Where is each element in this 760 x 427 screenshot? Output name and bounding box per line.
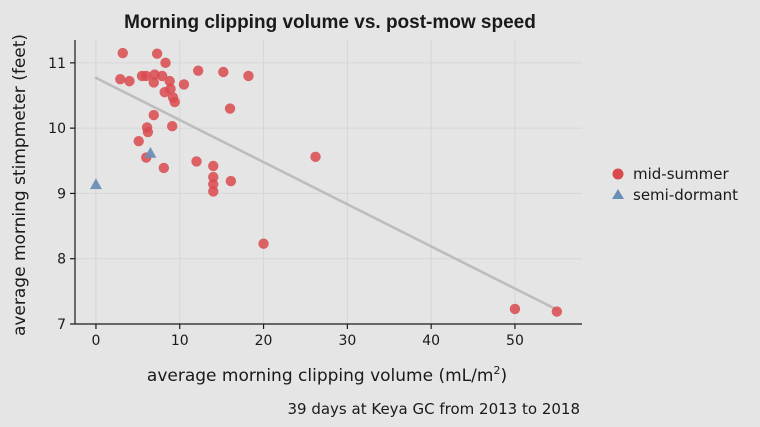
- point-semi-dormant: [144, 146, 157, 158]
- point-mid-summer: [551, 306, 563, 317]
- x-tick-label: 0: [91, 333, 100, 349]
- y-tick-label: 11: [48, 56, 66, 72]
- trend-line: [94, 76, 559, 311]
- point-mid-summer: [225, 175, 237, 187]
- point-mid-summer: [192, 65, 204, 76]
- point-mid-summer: [191, 156, 202, 167]
- point-mid-summer: [208, 171, 219, 183]
- point-mid-summer: [148, 109, 159, 121]
- trend-line-group: [94, 76, 559, 311]
- data-points: [89, 47, 563, 317]
- y-tick-label: 10: [48, 121, 66, 137]
- legend-marker-mid-summer: [612, 168, 624, 180]
- point-mid-summer: [310, 151, 321, 163]
- y-axis-title: average morning stimpmeter (feet): [10, 34, 30, 336]
- chart-caption: 39 days at Keya GC from 2013 to 2018: [287, 400, 580, 418]
- point-mid-summer: [117, 47, 128, 59]
- point-mid-summer: [208, 179, 219, 190]
- x-tick-label: 40: [422, 333, 440, 349]
- point-mid-summer: [178, 79, 190, 90]
- point-mid-summer: [208, 186, 219, 197]
- point-mid-summer: [115, 73, 126, 85]
- point-mid-summer: [156, 70, 168, 82]
- x-tick-label: 30: [338, 333, 356, 349]
- x-axis-title: average morning clipping volume (mL/m2): [147, 364, 507, 386]
- chart-title: Morning clipping volume vs. post-mow spe…: [124, 12, 536, 33]
- x-axis-title-text: average morning clipping volume (mL/m: [147, 366, 494, 386]
- x-tick-label: 10: [171, 333, 189, 349]
- point-mid-summer: [218, 66, 229, 78]
- x-tick-label: 20: [255, 333, 273, 349]
- point-mid-summer: [169, 96, 180, 108]
- point-mid-summer: [142, 126, 154, 138]
- point-mid-summer: [243, 70, 254, 82]
- point-mid-summer: [158, 162, 170, 174]
- y-tick-label: 7: [57, 317, 66, 333]
- legend-label-mid-summer: mid-summer: [633, 165, 729, 183]
- x-axis-title-superscript: 2: [493, 364, 500, 377]
- legend-label-semi-dormant: semi-dormant: [633, 186, 738, 204]
- axes: 0 10 20 30 40 50 7 8 9 10 11: [48, 40, 582, 349]
- legend-marker-semi-dormant: [612, 189, 624, 199]
- point-mid-summer: [151, 48, 163, 59]
- point-mid-summer: [224, 103, 236, 114]
- point-mid-summer: [133, 135, 144, 147]
- point-mid-summer: [164, 75, 175, 87]
- x-tick-label: 50: [506, 333, 524, 349]
- point-mid-summer: [160, 57, 171, 69]
- point-semi-dormant: [89, 178, 102, 190]
- point-mid-summer: [258, 238, 269, 249]
- point-mid-summer: [167, 120, 178, 132]
- y-tick-label: 9: [57, 186, 66, 202]
- x-axis-title-suffix: ): [500, 366, 507, 386]
- point-mid-summer: [509, 303, 521, 315]
- point-mid-summer: [159, 87, 170, 98]
- point-mid-summer: [208, 160, 219, 172]
- point-mid-summer: [124, 75, 135, 87]
- point-mid-summer: [141, 70, 152, 82]
- legend: mid-summer semi-dormant: [612, 165, 738, 204]
- y-tick-label: 8: [57, 252, 66, 268]
- point-mid-summer: [148, 77, 159, 88]
